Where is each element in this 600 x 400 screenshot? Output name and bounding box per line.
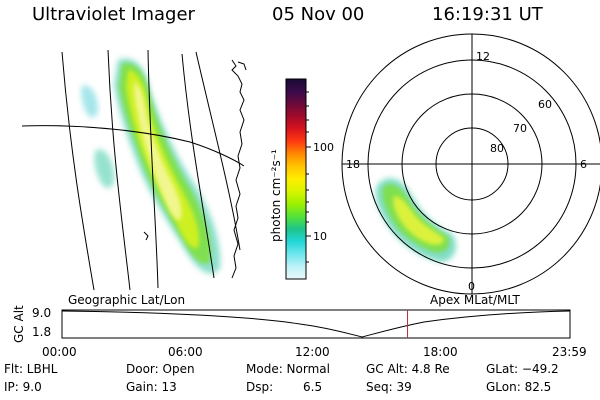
mlt-label-6: 6 [580,158,587,171]
glon-readout: GLon: 82.5 [486,380,552,394]
gain-readout: Gain: 13 [126,380,177,394]
orbit-ytick-top: 9.0 [32,306,51,320]
colorbar-tick-10: 10 [313,230,327,243]
colorbar: 100 10 photon cm⁻²s⁻¹ [269,78,334,280]
orbit-xtick-2359: 23:59 [552,345,587,359]
polar-panel-label: Apex MLat/MLT [430,293,520,307]
filter-readout: Flt: LBHL [4,362,58,376]
aurora-image-geographic [81,58,221,274]
colorbar-tick-100: 100 [313,141,334,154]
orbit-xtick-0600: 06:00 [168,345,203,359]
mode-readout: Mode: Normal [246,362,330,376]
glat-readout: GLat: −49.2 [486,362,559,376]
orbit-xtick-0000: 00:00 [42,345,77,359]
time-label: 16:19:31 UT [432,4,543,25]
instrument-title: Ultraviolet Imager [32,4,195,25]
mlt-label-12: 12 [476,50,490,63]
lat-label-60: 60 [538,98,552,111]
dsp-value: 6.5 [303,380,323,394]
orbit-altitude-plot: 9.0 1.8 GC Alt 00:00 06:00 12:00 18:00 2… [12,305,587,359]
aurora-image-polar [375,178,456,262]
polar-plot-panel: 12 18 6 0 60 70 80 [341,33,600,295]
orbit-xtick-1200: 12:00 [295,345,330,359]
lat-label-70: 70 [513,122,527,135]
date-label: 05 Nov 00 [272,4,365,25]
mlt-label-18: 18 [346,158,360,171]
orbit-ytick-bottom: 1.8 [32,325,51,339]
coastline [231,59,247,279]
coastline-fragment [143,231,149,241]
seq-readout: Seq: 39 [366,380,412,394]
orbit-ylabel: GC Alt [12,305,26,343]
door-readout: Door: Open [126,362,195,376]
orbit-altitude-curve [61,310,571,338]
geographic-map-panel [21,49,247,291]
geographic-panel-label: Geographic Lat/Lon [68,293,185,307]
polar-grid [341,33,600,295]
gc-alt-readout: GC Alt: 4.8 Re [366,362,450,376]
ip-readout: IP: 9.0 [4,380,42,394]
colorbar-minor-ticks [306,91,309,263]
colorbar-gradient [285,78,307,280]
mlt-label-0: 0 [468,280,475,293]
colorbar-label: photon cm⁻²s⁻¹ [269,149,283,242]
orbit-xtick-1800: 18:00 [423,345,458,359]
geographic-meridians [61,49,241,291]
lat-label-80: 80 [490,142,504,155]
orbit-plot-frame [61,309,571,339]
geographic-latitude-line [21,125,245,167]
dsp-label: Dsp: [246,380,274,394]
